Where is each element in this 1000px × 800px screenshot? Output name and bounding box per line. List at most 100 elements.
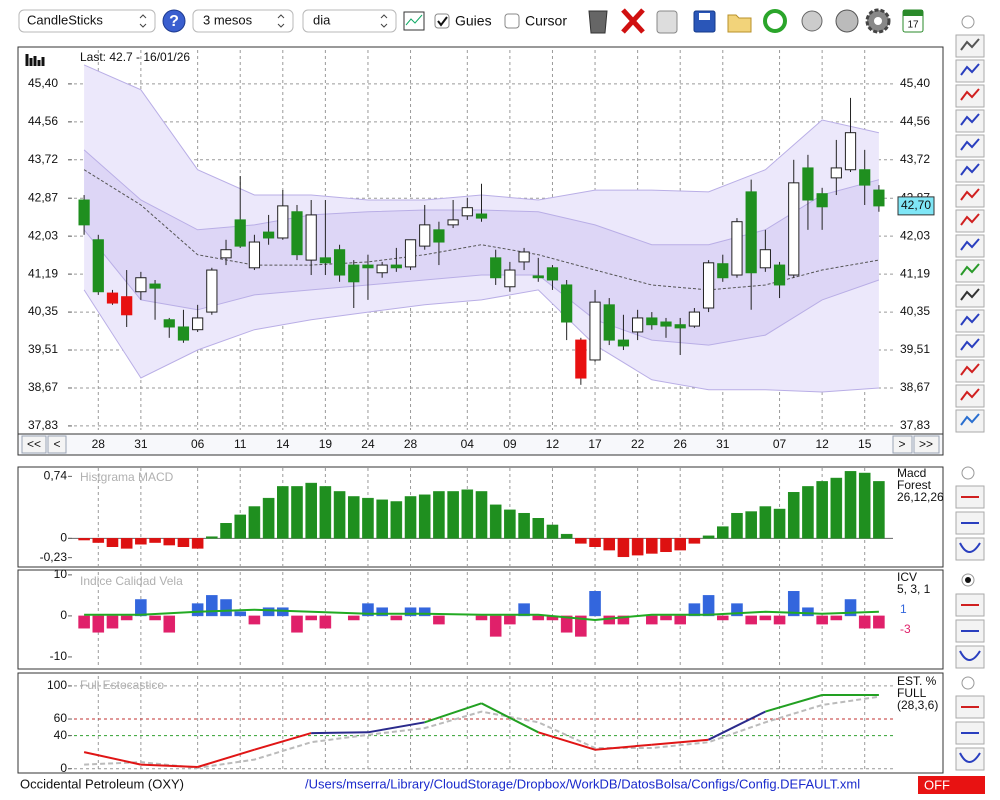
bar [263,498,274,538]
tool-button[interactable] [956,538,984,560]
bar [533,518,544,538]
y-tick-label: 0 [60,761,67,775]
bar [405,496,416,538]
tool-button[interactable] [956,646,984,668]
y-tick-label-right: 41,19 [900,266,930,280]
candle-body [604,305,614,340]
y-tick-label: 38,67 [28,380,58,394]
x-tick-label: 06 [191,437,205,451]
candle-body [803,168,813,200]
candle-body [221,250,231,258]
bar [731,513,742,538]
bar [660,616,671,620]
bar [419,495,430,539]
candle-body [150,284,160,288]
candle-body [576,340,586,378]
bar [590,538,601,546]
y-tick-label-right: 44,56 [900,114,930,128]
bar [575,538,586,543]
x-tick-label: 17 [588,437,602,451]
candle-body [405,240,415,267]
candle-body [235,220,245,246]
config-path[interactable]: /Users/mserra/Library/CloudStorage/Dropb… [305,776,860,791]
bar [79,616,90,628]
bar [448,491,459,538]
candle-body [178,327,188,340]
cursor-label: Cursor [525,13,567,29]
guides-checkbox[interactable] [435,14,449,28]
bar [618,538,629,556]
candle-body [193,318,203,330]
bar [817,481,828,538]
bar [107,616,118,628]
sync-icon[interactable] [802,11,822,31]
bar [490,616,501,637]
y-tick-label: 37,83 [28,418,58,432]
panel-legend: 5, 3, 1 [897,582,931,596]
x-tick-label: 19 [319,437,333,451]
mode-label: OFF [924,777,950,792]
bar [206,595,217,616]
panel-radio[interactable] [962,467,974,479]
bar [604,538,615,550]
bar [746,512,757,539]
candle-body [874,190,884,206]
candle-body [774,265,784,285]
guides-label: Guies [455,13,492,29]
bar [859,616,870,628]
bar [476,491,487,538]
help-glyph: ? [169,13,179,30]
bar [774,616,785,624]
bar [277,486,288,538]
candle-body [377,265,387,273]
candle-body [136,278,146,292]
calendar-day: 17 [907,20,919,31]
bar [334,491,345,538]
bar [504,616,515,624]
right-toolbar [956,16,984,770]
candle-body [122,297,132,315]
bar [135,538,146,544]
camera-icon[interactable] [657,11,677,33]
bar [433,616,444,624]
bar [121,538,132,548]
y-tick-label: 40,35 [28,304,58,318]
bar [235,612,246,616]
candle-body [320,258,330,263]
bar [235,515,246,538]
tool-button[interactable] [956,748,984,770]
candle-body [434,230,444,242]
y-tick-label: 43,72 [28,152,58,166]
last-info: Last: 42.7 - 16/01/26 [80,50,190,64]
bar [831,478,842,538]
y-tick-label-right: 45,40 [900,76,930,90]
bar [490,505,501,539]
chart-icon[interactable] [404,12,424,30]
x-tick-label: 09 [503,437,517,451]
folder-icon[interactable] [728,15,751,32]
candle-body [207,270,217,312]
bar [476,616,487,620]
y-tick-label-right: 37,83 [900,418,930,432]
y-tick-label: 42,03 [28,228,58,242]
bar [703,595,714,616]
candle-body [661,322,671,326]
bar [646,538,657,553]
bar [107,538,118,546]
y-tick-label: 60 [54,711,68,725]
candle-body [760,250,770,268]
candle-body [746,192,756,273]
candle-body [448,220,458,225]
trash-icon[interactable] [589,11,607,33]
currency-icon[interactable] [836,10,858,32]
panel-radio[interactable] [962,677,974,689]
bar [291,486,302,538]
bar [150,538,161,542]
bar [760,616,771,620]
candle-body [334,250,344,275]
x-tick-label: 11 [234,437,247,451]
panel-radio[interactable] [962,16,974,28]
bar [646,616,657,624]
cursor-checkbox[interactable] [505,14,519,28]
